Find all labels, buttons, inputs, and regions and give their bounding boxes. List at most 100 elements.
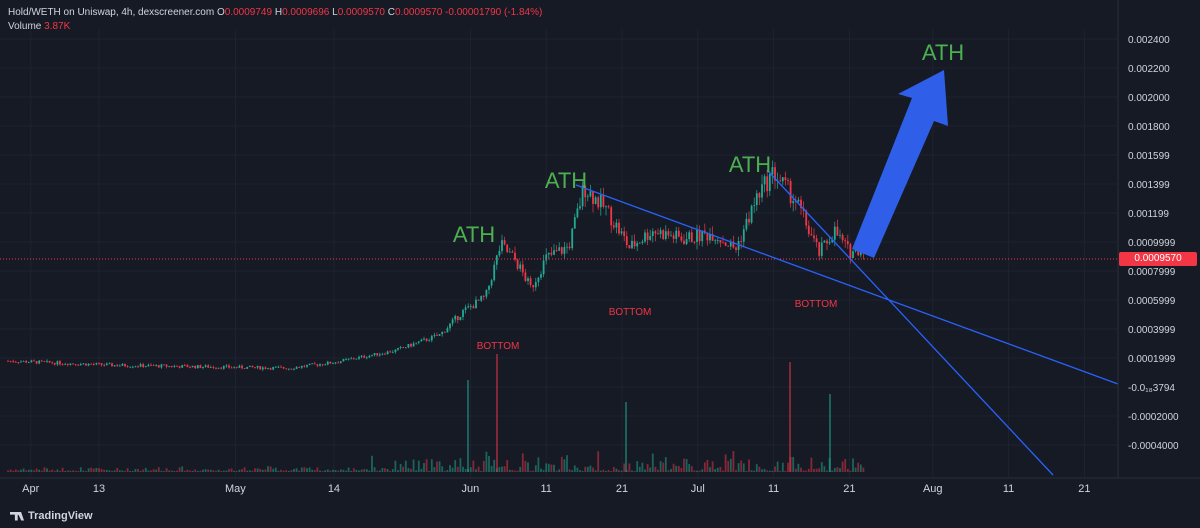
x-tick-label: May xyxy=(225,483,246,495)
volume-bar xyxy=(360,469,363,472)
candle-body xyxy=(527,278,529,281)
volume-bar xyxy=(829,394,831,472)
candle-body xyxy=(225,365,228,367)
volume-bar xyxy=(389,470,392,472)
candle-body xyxy=(789,181,792,204)
candle-body xyxy=(212,366,215,368)
volume-bar xyxy=(706,459,709,472)
volume-bar xyxy=(568,469,571,472)
candle-body xyxy=(228,365,230,368)
annotation-ath: ATH xyxy=(922,40,964,65)
volume-bar xyxy=(594,470,597,472)
volume-bar xyxy=(155,469,158,472)
volume-bar xyxy=(194,469,197,472)
volume-bar xyxy=(20,469,22,472)
time-axis[interactable]: Apr 13 May 14 Jun 11 21 Jul 11 21 Aug 11 21 xyxy=(0,477,1200,495)
volume-bar xyxy=(846,468,849,472)
volume-bar xyxy=(209,469,212,472)
y-tick-label: 0.0005999 xyxy=(1128,296,1176,307)
candle-body xyxy=(438,334,441,336)
volume-bar xyxy=(220,470,223,472)
candle-body xyxy=(98,363,100,364)
symbol-title[interactable]: Hold/WETH on Uniswap, 4h, dexscreener.co… xyxy=(8,7,215,18)
candle-body xyxy=(711,234,714,241)
volume-bar xyxy=(64,470,67,472)
volume-bar xyxy=(79,467,82,472)
volume-bar xyxy=(826,470,828,472)
candle-body xyxy=(139,364,142,367)
candle-body xyxy=(529,278,532,286)
candle-body xyxy=(475,299,477,309)
candle-body xyxy=(620,231,623,234)
volume-bar xyxy=(521,453,524,472)
candle-body xyxy=(737,241,740,250)
annotation-bottom: BOTTOM xyxy=(477,341,520,352)
volume-bar xyxy=(441,466,444,472)
candle-body xyxy=(693,241,696,243)
volume-bar xyxy=(683,458,685,472)
trendline-2[interactable] xyxy=(766,169,1054,476)
volume-bar xyxy=(771,470,774,472)
candle-body xyxy=(555,250,558,252)
x-tick-label: 14 xyxy=(328,483,340,495)
volume-label[interactable]: Volume xyxy=(8,21,42,32)
candle-body xyxy=(142,364,145,368)
candle-body xyxy=(308,363,311,366)
candle-body xyxy=(332,363,334,365)
candle-body xyxy=(7,360,9,362)
volume-bar xyxy=(160,470,163,472)
volume-bar xyxy=(373,467,376,472)
volume-bar xyxy=(558,469,561,472)
volume-bar xyxy=(742,463,745,472)
candle-body xyxy=(423,338,425,340)
volume-bar xyxy=(768,470,771,472)
candle-body xyxy=(410,343,412,347)
candle-body xyxy=(667,231,670,236)
candle-body xyxy=(644,232,646,242)
volume-bar xyxy=(147,470,150,472)
open-label: O xyxy=(216,7,225,18)
candle-body xyxy=(592,191,594,204)
candle-body xyxy=(319,364,321,366)
tradingview-logo[interactable]: TradingView xyxy=(10,510,93,522)
volume-bar xyxy=(693,470,696,472)
candle-body xyxy=(503,240,506,245)
candle-body xyxy=(469,306,472,307)
volume-bar xyxy=(566,455,568,472)
volume-bar xyxy=(168,470,171,472)
volume-bar xyxy=(324,470,327,472)
candle-body xyxy=(209,366,212,368)
candle-body xyxy=(740,241,743,242)
candle-body xyxy=(833,226,836,240)
volume-bar xyxy=(794,468,797,472)
volume-bar xyxy=(74,470,77,472)
candle-body xyxy=(95,363,98,365)
volume-bar xyxy=(576,467,579,472)
candle-body xyxy=(490,280,493,286)
candle-body xyxy=(836,226,839,236)
candle-body xyxy=(779,180,782,182)
candle-body xyxy=(181,365,184,368)
candle-body xyxy=(449,323,451,329)
volume-bar xyxy=(212,470,215,472)
candle-body xyxy=(217,367,220,369)
candle-body xyxy=(311,363,314,365)
annotation-ath: ATH xyxy=(729,152,771,177)
candle-body xyxy=(628,245,631,249)
candle-body xyxy=(373,353,376,356)
candle-body xyxy=(732,241,735,248)
candle-body xyxy=(378,354,381,356)
volume-bar xyxy=(755,464,758,472)
trendline-1[interactable] xyxy=(575,184,1119,385)
candle-body xyxy=(339,361,342,363)
candle-body xyxy=(280,366,282,368)
volume-bar xyxy=(142,469,145,472)
price-axis[interactable]: 0.002400 0.002200 0.002000 0.001800 0.001599… xyxy=(1117,0,1179,478)
candle-body xyxy=(511,251,514,253)
volume-bar xyxy=(688,464,691,472)
candle-body xyxy=(287,368,290,370)
candle-body xyxy=(636,243,639,247)
candle-body xyxy=(412,343,415,347)
volume-bar xyxy=(482,461,485,472)
